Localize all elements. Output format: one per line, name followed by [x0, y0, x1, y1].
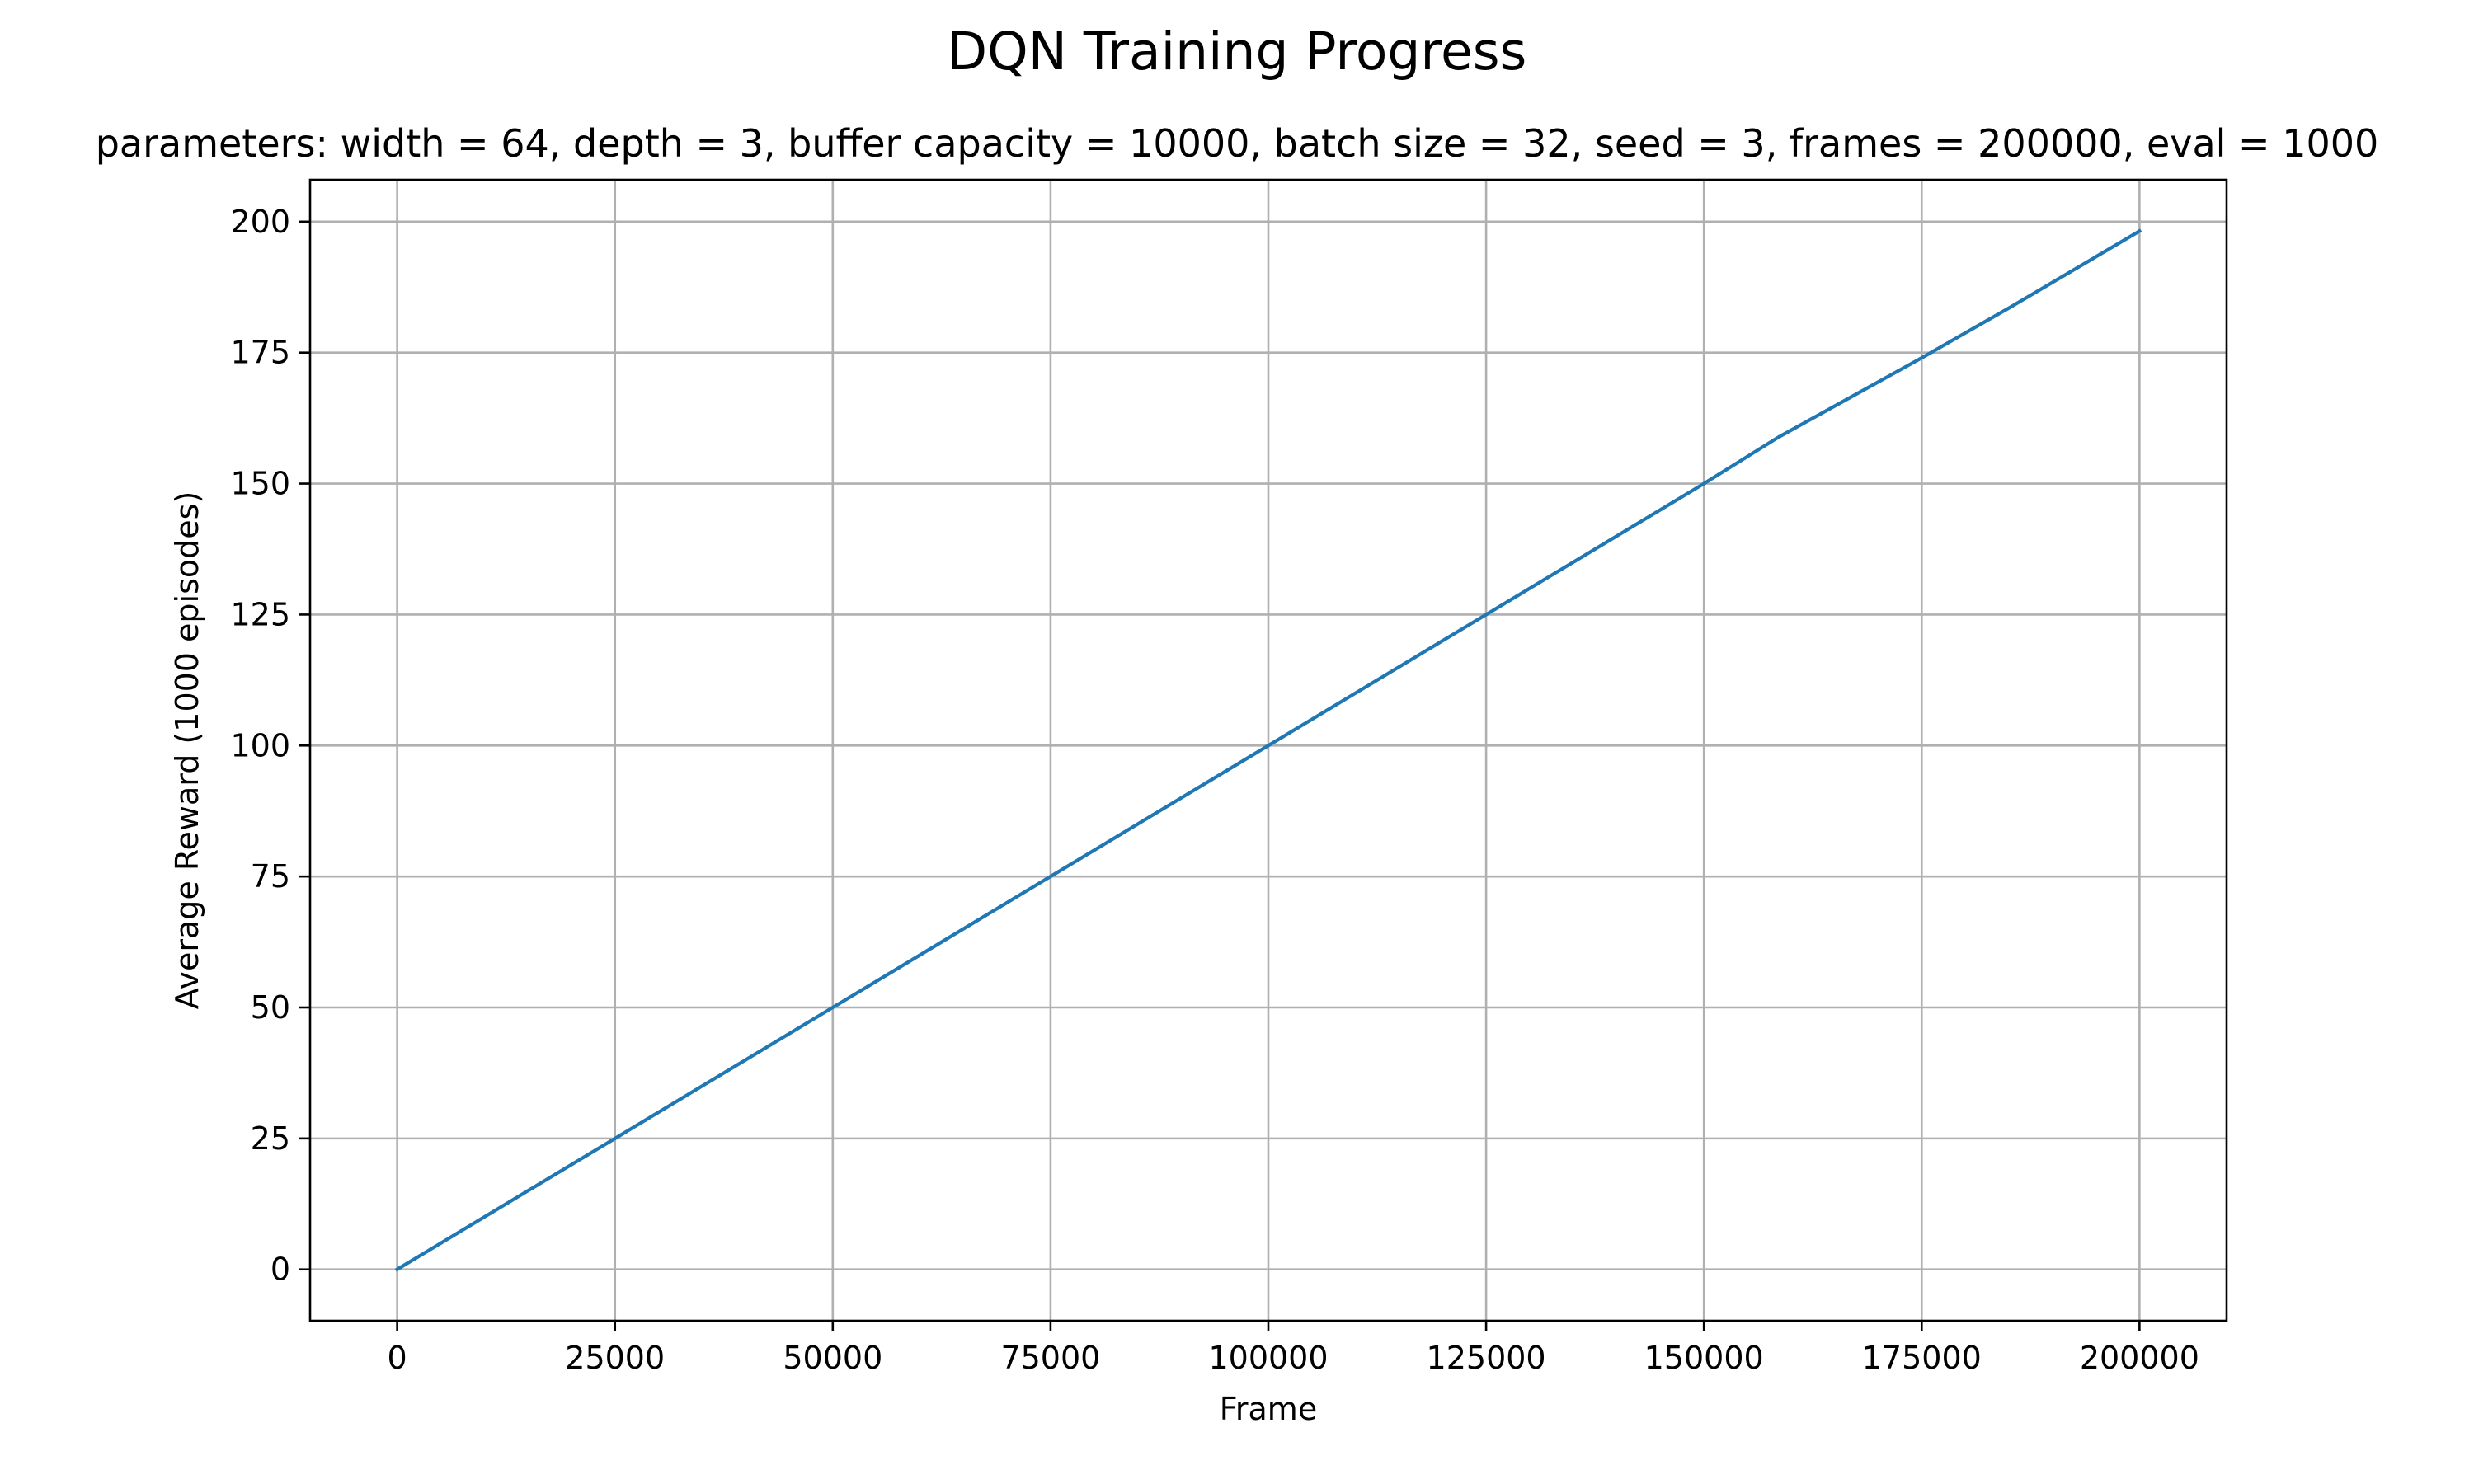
ticks: 0 25000 50000 75000 100000 125000 150000 175000…: [230, 204, 2199, 1376]
x-axis-label: Frame: [1220, 1391, 1317, 1427]
x-tick-label: 50000: [783, 1340, 882, 1376]
y-tick-label: 175: [230, 335, 290, 371]
y-tick-label: 50: [251, 989, 290, 1026]
y-tick-label: 150: [230, 466, 290, 502]
y-tick-label: 125: [230, 596, 290, 632]
x-tick-label: 100000: [1208, 1340, 1328, 1376]
series-line: [394, 228, 2142, 1272]
x-tick-label: 175000: [1862, 1340, 1982, 1376]
series-layer: [394, 228, 2142, 1272]
x-tick-label: 0: [388, 1340, 407, 1376]
x-tick-label: 200000: [2080, 1340, 2199, 1376]
x-tick-label: 150000: [1644, 1340, 1764, 1376]
x-tick-label: 25000: [565, 1340, 665, 1376]
chart-title: DQN Training Progress: [948, 21, 1527, 82]
x-tick-label: 125000: [1427, 1340, 1546, 1376]
chart-subtitle: parameters: width = 64, depth = 3, buffe…: [96, 121, 2379, 166]
y-tick-label: 75: [251, 858, 290, 895]
y-tick-label: 100: [230, 727, 290, 763]
y-tick-label: 25: [251, 1120, 290, 1157]
y-tick-label: 200: [230, 204, 290, 240]
x-tick-label: 75000: [1000, 1340, 1100, 1376]
y-tick-label: 0: [270, 1252, 290, 1288]
y-axis-label: Average Reward (1000 episodes): [169, 491, 205, 1010]
